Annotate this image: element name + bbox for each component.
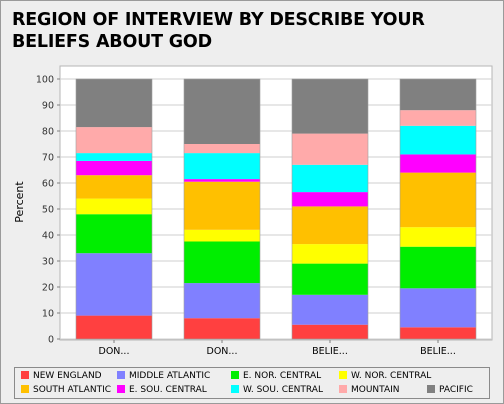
legend-label: MIDDLE ATLANTIC [129, 371, 211, 381]
legend-item-e-nor-central: E. NOR. CENTRAL [231, 370, 321, 382]
legend-label: W. NOR. CENTRAL [351, 371, 432, 381]
y-tick-label: 50 [42, 205, 54, 216]
bar-segment-e-nor-central [400, 246, 476, 289]
bar-segment-e-nor-central [76, 214, 152, 254]
y-tick-label: 40 [42, 231, 54, 242]
legend-item-new-england: NEW ENGLAND [21, 370, 102, 382]
bar-segment-south-atlantic [400, 172, 476, 228]
bar-segment-mountain [292, 133, 368, 165]
bar-segment-w-nor-central [76, 198, 152, 215]
bar-segment-pacific [76, 79, 152, 128]
x-tick-label: BELIE... [420, 346, 456, 357]
y-tick-label: 30 [42, 257, 54, 268]
bar-outline [291, 78, 369, 340]
y-tick-label: 70 [42, 153, 54, 164]
chart-title: REGION OF INTERVIEW BY DESCRIBE YOUR BEL… [12, 10, 425, 52]
bar-outline [183, 78, 261, 340]
legend-item-e-sou-central: E. SOU. CENTRAL [117, 384, 207, 396]
y-tick-label: 0 [48, 335, 54, 346]
y-axis: 0 10 20 30 40 50 60 70 80 90 100 [36, 75, 60, 346]
bar-segment-middle-atlantic [184, 283, 260, 319]
legend-label: NEW ENGLAND [33, 371, 102, 381]
legend-swatch [117, 371, 125, 379]
bars [75, 78, 477, 340]
bar-segment-south-atlantic [292, 206, 368, 245]
bar-segment-new-england [292, 324, 368, 339]
legend-swatch [339, 385, 347, 393]
bar-segment-mountain [76, 127, 152, 154]
bar-segment-w-nor-central [184, 229, 260, 242]
legend-swatch [117, 385, 125, 393]
x-tick-label: BELIE... [312, 346, 348, 357]
legend-swatch [231, 385, 239, 393]
bar-segment-w-nor-central [400, 227, 476, 247]
bar-segment-e-sou-central [400, 154, 476, 173]
legend-label: W. SOU. CENTRAL [243, 385, 323, 395]
bar-segment-middle-atlantic [292, 294, 368, 325]
bar-outline [399, 78, 477, 340]
x-axis: DON... DON... BELIE... BELIE... [99, 340, 456, 357]
bar-segment-mountain [400, 110, 476, 126]
x-tick-label: DON... [207, 346, 238, 357]
bar-segment-e-sou-central [292, 192, 368, 207]
y-tick-label: 80 [42, 127, 54, 138]
legend: NEW ENGLAND MIDDLE ATLANTIC E. NOR. CENTRA… [14, 367, 490, 399]
legend-item-pacific: PACIFIC [427, 384, 473, 396]
bar-segment-pacific [184, 79, 260, 144]
bar-segment-w-sou-central [76, 153, 152, 161]
y-tick-label: 100 [36, 75, 54, 86]
y-tick-label: 10 [42, 309, 54, 320]
bar-segment-e-nor-central [292, 263, 368, 295]
legend-swatch [339, 371, 347, 379]
bar-segment-new-england [184, 318, 260, 339]
bar-outline [75, 78, 153, 340]
legend-item-south-atlantic: SOUTH ATLANTIC [21, 384, 111, 396]
legend-label: PACIFIC [439, 385, 473, 395]
bar-segment-w-sou-central [400, 125, 476, 155]
bar-segment-e-sou-central [184, 179, 260, 182]
bar-segment-mountain [184, 144, 260, 154]
legend-swatch [427, 385, 435, 393]
bar-segment-south-atlantic [76, 175, 152, 199]
legend-item-middle-atlantic: MIDDLE ATLANTIC [117, 370, 210, 382]
legend-swatch [21, 371, 29, 379]
y-tick-label: 90 [42, 101, 54, 112]
bar-segment-w-sou-central [184, 153, 260, 180]
bar-segment-new-england [76, 315, 152, 339]
bar-segment-w-sou-central [292, 164, 368, 193]
bar-segment-pacific [400, 79, 476, 111]
y-tick-label: 60 [42, 179, 54, 190]
bar-segment-middle-atlantic [400, 288, 476, 328]
bar-segment-middle-atlantic [76, 253, 152, 316]
legend-item-w-sou-central: W. SOU. CENTRAL [231, 384, 323, 396]
legend-item-mountain: MOUNTAIN [339, 384, 400, 396]
legend-label: E. SOU. CENTRAL [129, 385, 207, 395]
bar-segment-e-nor-central [184, 241, 260, 284]
bar-segment-e-sou-central [76, 160, 152, 176]
bar-segment-pacific [292, 79, 368, 134]
x-tick-label: DON... [99, 346, 130, 357]
bar-segment-south-atlantic [184, 181, 260, 230]
legend-label: E. NOR. CENTRAL [243, 371, 322, 381]
legend-label: MOUNTAIN [351, 385, 400, 395]
legend-swatch [231, 371, 239, 379]
bar-segment-w-nor-central [292, 244, 368, 264]
legend-swatch [21, 385, 29, 393]
y-axis-label: Percent [13, 181, 26, 223]
legend-label: SOUTH ATLANTIC [33, 385, 112, 395]
y-tick-label: 20 [42, 283, 54, 294]
bar-segment-new-england [400, 327, 476, 339]
legend-item-w-nor-central: W. NOR. CENTRAL [339, 370, 431, 382]
